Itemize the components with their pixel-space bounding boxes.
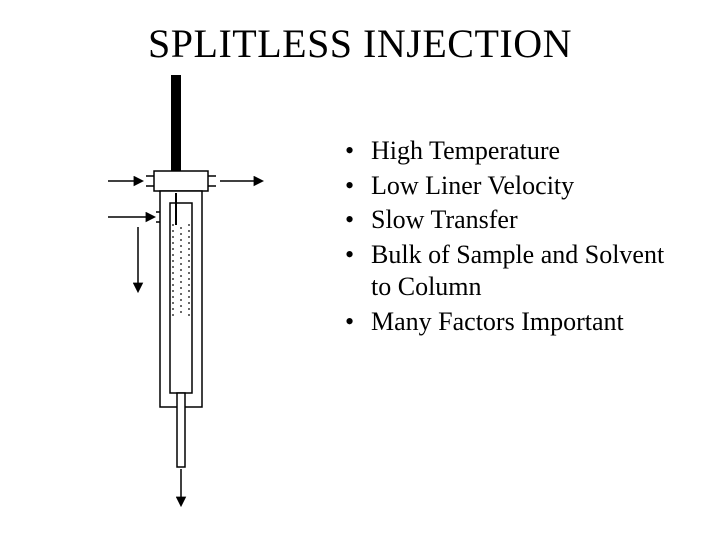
bullet-item: Slow Transfer xyxy=(345,204,685,237)
column-tube xyxy=(177,393,185,467)
bullet-item: Many Factors Important xyxy=(345,306,685,339)
slide: SPLITLESS INJECTION xyxy=(0,0,720,540)
bullet-item: High Temperature xyxy=(345,135,685,168)
bullet-item: Bulk of Sample and Solvent to Column xyxy=(345,239,685,304)
injector-diagram xyxy=(80,75,290,515)
slide-title: SPLITLESS INJECTION xyxy=(0,20,720,67)
bullet-list: High TemperatureLow Liner VelocitySlow T… xyxy=(345,135,685,340)
bullet-item: Low Liner Velocity xyxy=(345,170,685,203)
septum-block xyxy=(154,171,208,191)
